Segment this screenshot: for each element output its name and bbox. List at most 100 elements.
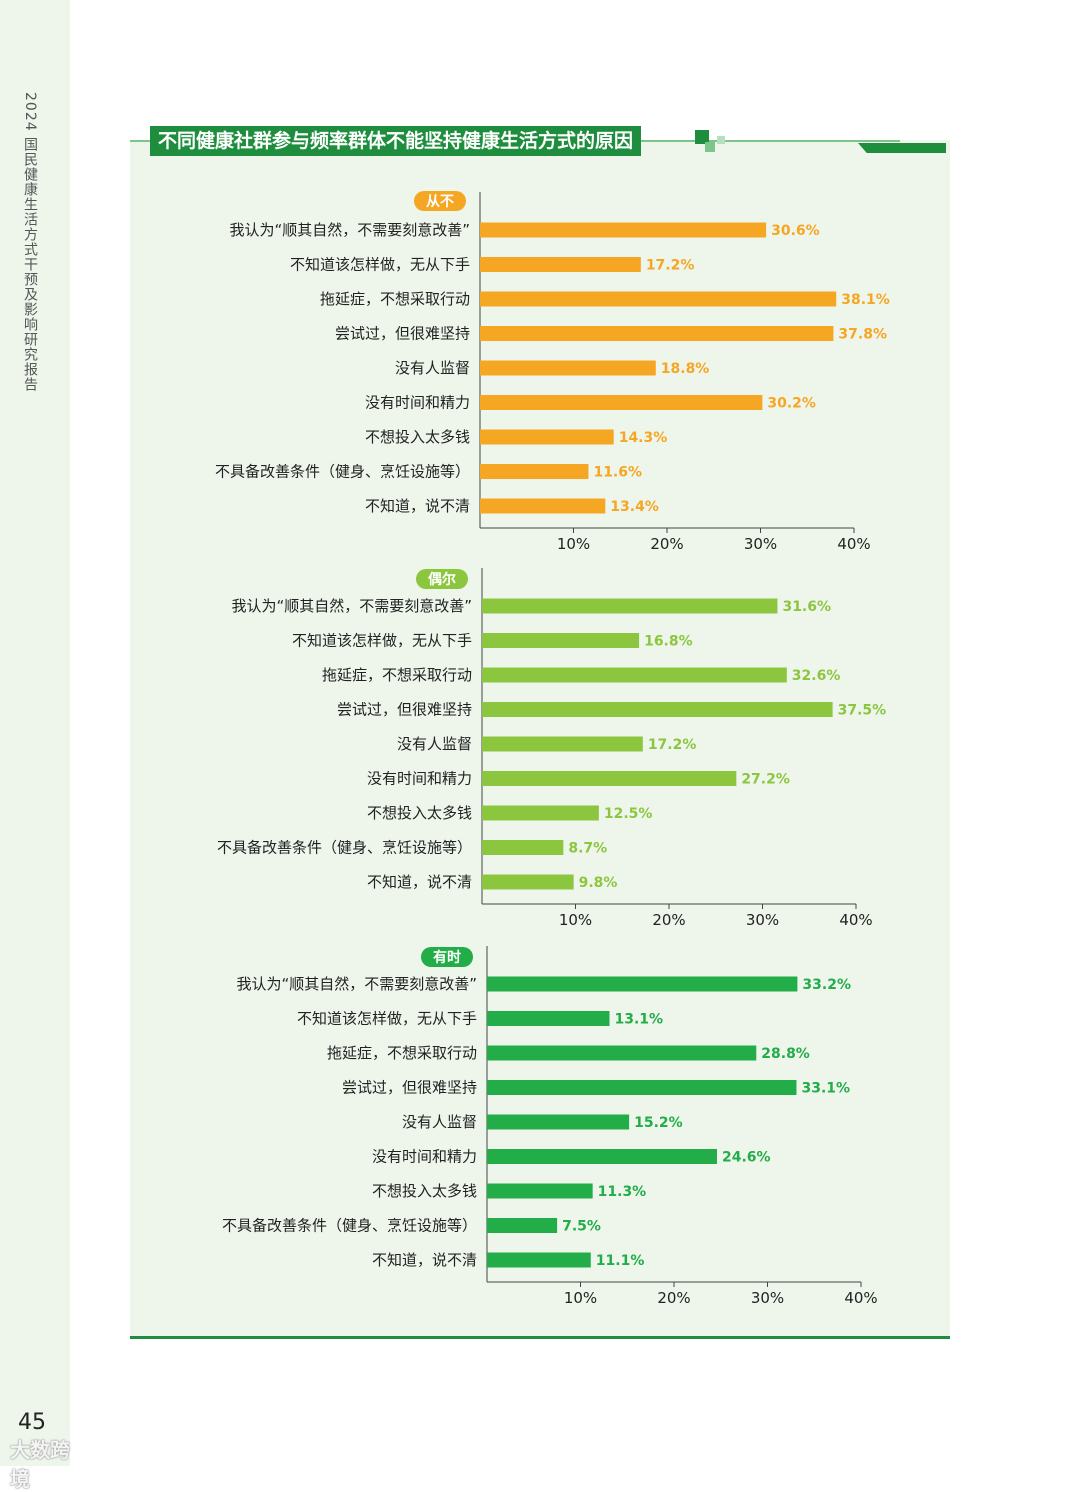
bar — [487, 1045, 757, 1061]
x-tick-label: 20% — [657, 1289, 690, 1307]
category-label: 没有时间和精力 — [365, 394, 470, 412]
report-title: 2024 国民健康生活方式干预及影响研究报告 — [22, 92, 38, 393]
bar — [480, 360, 656, 376]
category-label: 不知道该怎样做，无从下手 — [292, 632, 472, 650]
category-label: 不想投入太多钱 — [367, 804, 472, 822]
bar — [482, 598, 778, 614]
category-label: 不想投入太多钱 — [365, 428, 470, 446]
value-label: 13.1% — [614, 1012, 663, 1028]
series-badge — [421, 947, 473, 967]
value-label: 11.1% — [596, 1253, 645, 1269]
value-label: 17.2% — [648, 737, 697, 753]
value-label: 14.3% — [619, 430, 668, 446]
value-label: 24.6% — [722, 1150, 771, 1166]
bar — [482, 667, 787, 683]
page-number: 45 — [18, 1410, 46, 1435]
bar — [487, 1252, 591, 1268]
category-label: 没有时间和精力 — [367, 770, 472, 788]
category-label: 不具备改善条件（健身、烹饪设施等） — [222, 1217, 477, 1235]
value-label: 16.8% — [644, 634, 693, 650]
category-label: 没有人监督 — [397, 735, 472, 753]
value-label: 17.2% — [646, 258, 695, 274]
value-label: 9.8% — [579, 875, 618, 891]
x-tick-label: 40% — [839, 911, 872, 929]
title-decoration-icon — [695, 130, 725, 152]
bar — [482, 633, 640, 648]
value-label: 8.7% — [568, 841, 607, 857]
value-label: 32.6% — [792, 668, 841, 684]
category-label: 尝试过，但很难坚持 — [337, 701, 472, 719]
category-label: 不想投入太多钱 — [372, 1182, 477, 1200]
bar — [487, 1183, 593, 1199]
bar — [482, 702, 833, 717]
bar — [487, 1080, 797, 1095]
category-label: 没有时间和精力 — [372, 1148, 477, 1166]
value-label: 37.8% — [838, 327, 887, 343]
value-label: 12.5% — [604, 806, 653, 822]
bar — [482, 805, 599, 821]
bar — [480, 326, 834, 341]
category-label: 不知道该怎样做，无从下手 — [290, 256, 470, 274]
x-tick-label: 20% — [652, 911, 685, 929]
series-badge-label: 从不 — [426, 194, 454, 210]
value-label: 11.3% — [598, 1184, 647, 1200]
bar — [482, 771, 737, 786]
value-label: 30.2% — [767, 396, 816, 412]
bar — [487, 1218, 558, 1233]
category-label: 尝试过，但很难坚持 — [335, 325, 470, 343]
x-tick-label: 40% — [844, 1289, 877, 1307]
bar — [480, 498, 606, 514]
value-label: 30.6% — [771, 223, 820, 239]
category-label: 拖延症，不想采取行动 — [320, 290, 470, 308]
value-label: 27.2% — [741, 772, 790, 788]
x-tick-label: 30% — [751, 1289, 784, 1307]
x-tick-label: 40% — [837, 535, 870, 553]
value-label: 37.5% — [838, 703, 887, 719]
category-label: 没有人监督 — [402, 1113, 477, 1131]
category-label: 不知道该怎样做，无从下手 — [297, 1010, 477, 1028]
bar — [487, 1114, 630, 1130]
x-tick-label: 10% — [559, 911, 592, 929]
category-label: 不具备改善条件（健身、烹饪设施等） — [217, 839, 472, 857]
bar — [480, 395, 763, 410]
category-label: 不知道，说不清 — [372, 1251, 477, 1269]
bar — [480, 291, 837, 307]
bar — [487, 1149, 718, 1164]
series-badge-label: 偶尔 — [428, 571, 456, 588]
bar — [482, 840, 564, 855]
category-label: 不知道，说不清 — [365, 497, 470, 515]
category-label: 拖延症，不想采取行动 — [327, 1044, 477, 1062]
value-label: 33.2% — [802, 977, 851, 993]
category-label: 我认为“顺其自然，不需要刻意改善” — [229, 221, 470, 239]
bar — [480, 429, 614, 445]
value-label: 11.6% — [593, 465, 642, 481]
value-label: 38.1% — [841, 292, 890, 308]
category-label: 没有人监督 — [395, 359, 470, 377]
category-label: 不知道，说不清 — [367, 873, 472, 891]
value-label: 18.8% — [661, 361, 710, 377]
panel-corner-tab — [858, 143, 946, 153]
value-label: 13.4% — [610, 499, 659, 515]
category-label: 不具备改善条件（健身、烹饪设施等） — [215, 463, 470, 481]
series-badge — [416, 569, 468, 589]
bar — [487, 976, 798, 992]
value-label: 33.1% — [801, 1081, 850, 1097]
value-label: 28.8% — [761, 1046, 810, 1062]
bar — [482, 736, 643, 752]
x-tick-label: 10% — [564, 1289, 597, 1307]
chart-title: 不同健康社群参与频率群体不能坚持健康生活方式的原因 — [150, 126, 642, 156]
bar — [480, 222, 767, 238]
value-label: 15.2% — [634, 1115, 683, 1131]
category-label: 我认为“顺其自然，不需要刻意改善” — [236, 975, 477, 993]
x-tick-label: 10% — [557, 535, 590, 553]
bar — [480, 464, 589, 479]
category-label: 拖延症，不想采取行动 — [322, 666, 472, 684]
series-badge-label: 有时 — [433, 949, 461, 966]
bar — [480, 257, 641, 272]
category-label: 尝试过，但很难坚持 — [342, 1079, 477, 1097]
x-tick-label: 30% — [746, 911, 779, 929]
value-label: 7.5% — [562, 1219, 601, 1235]
bar — [487, 1011, 610, 1026]
x-tick-label: 30% — [744, 535, 777, 553]
